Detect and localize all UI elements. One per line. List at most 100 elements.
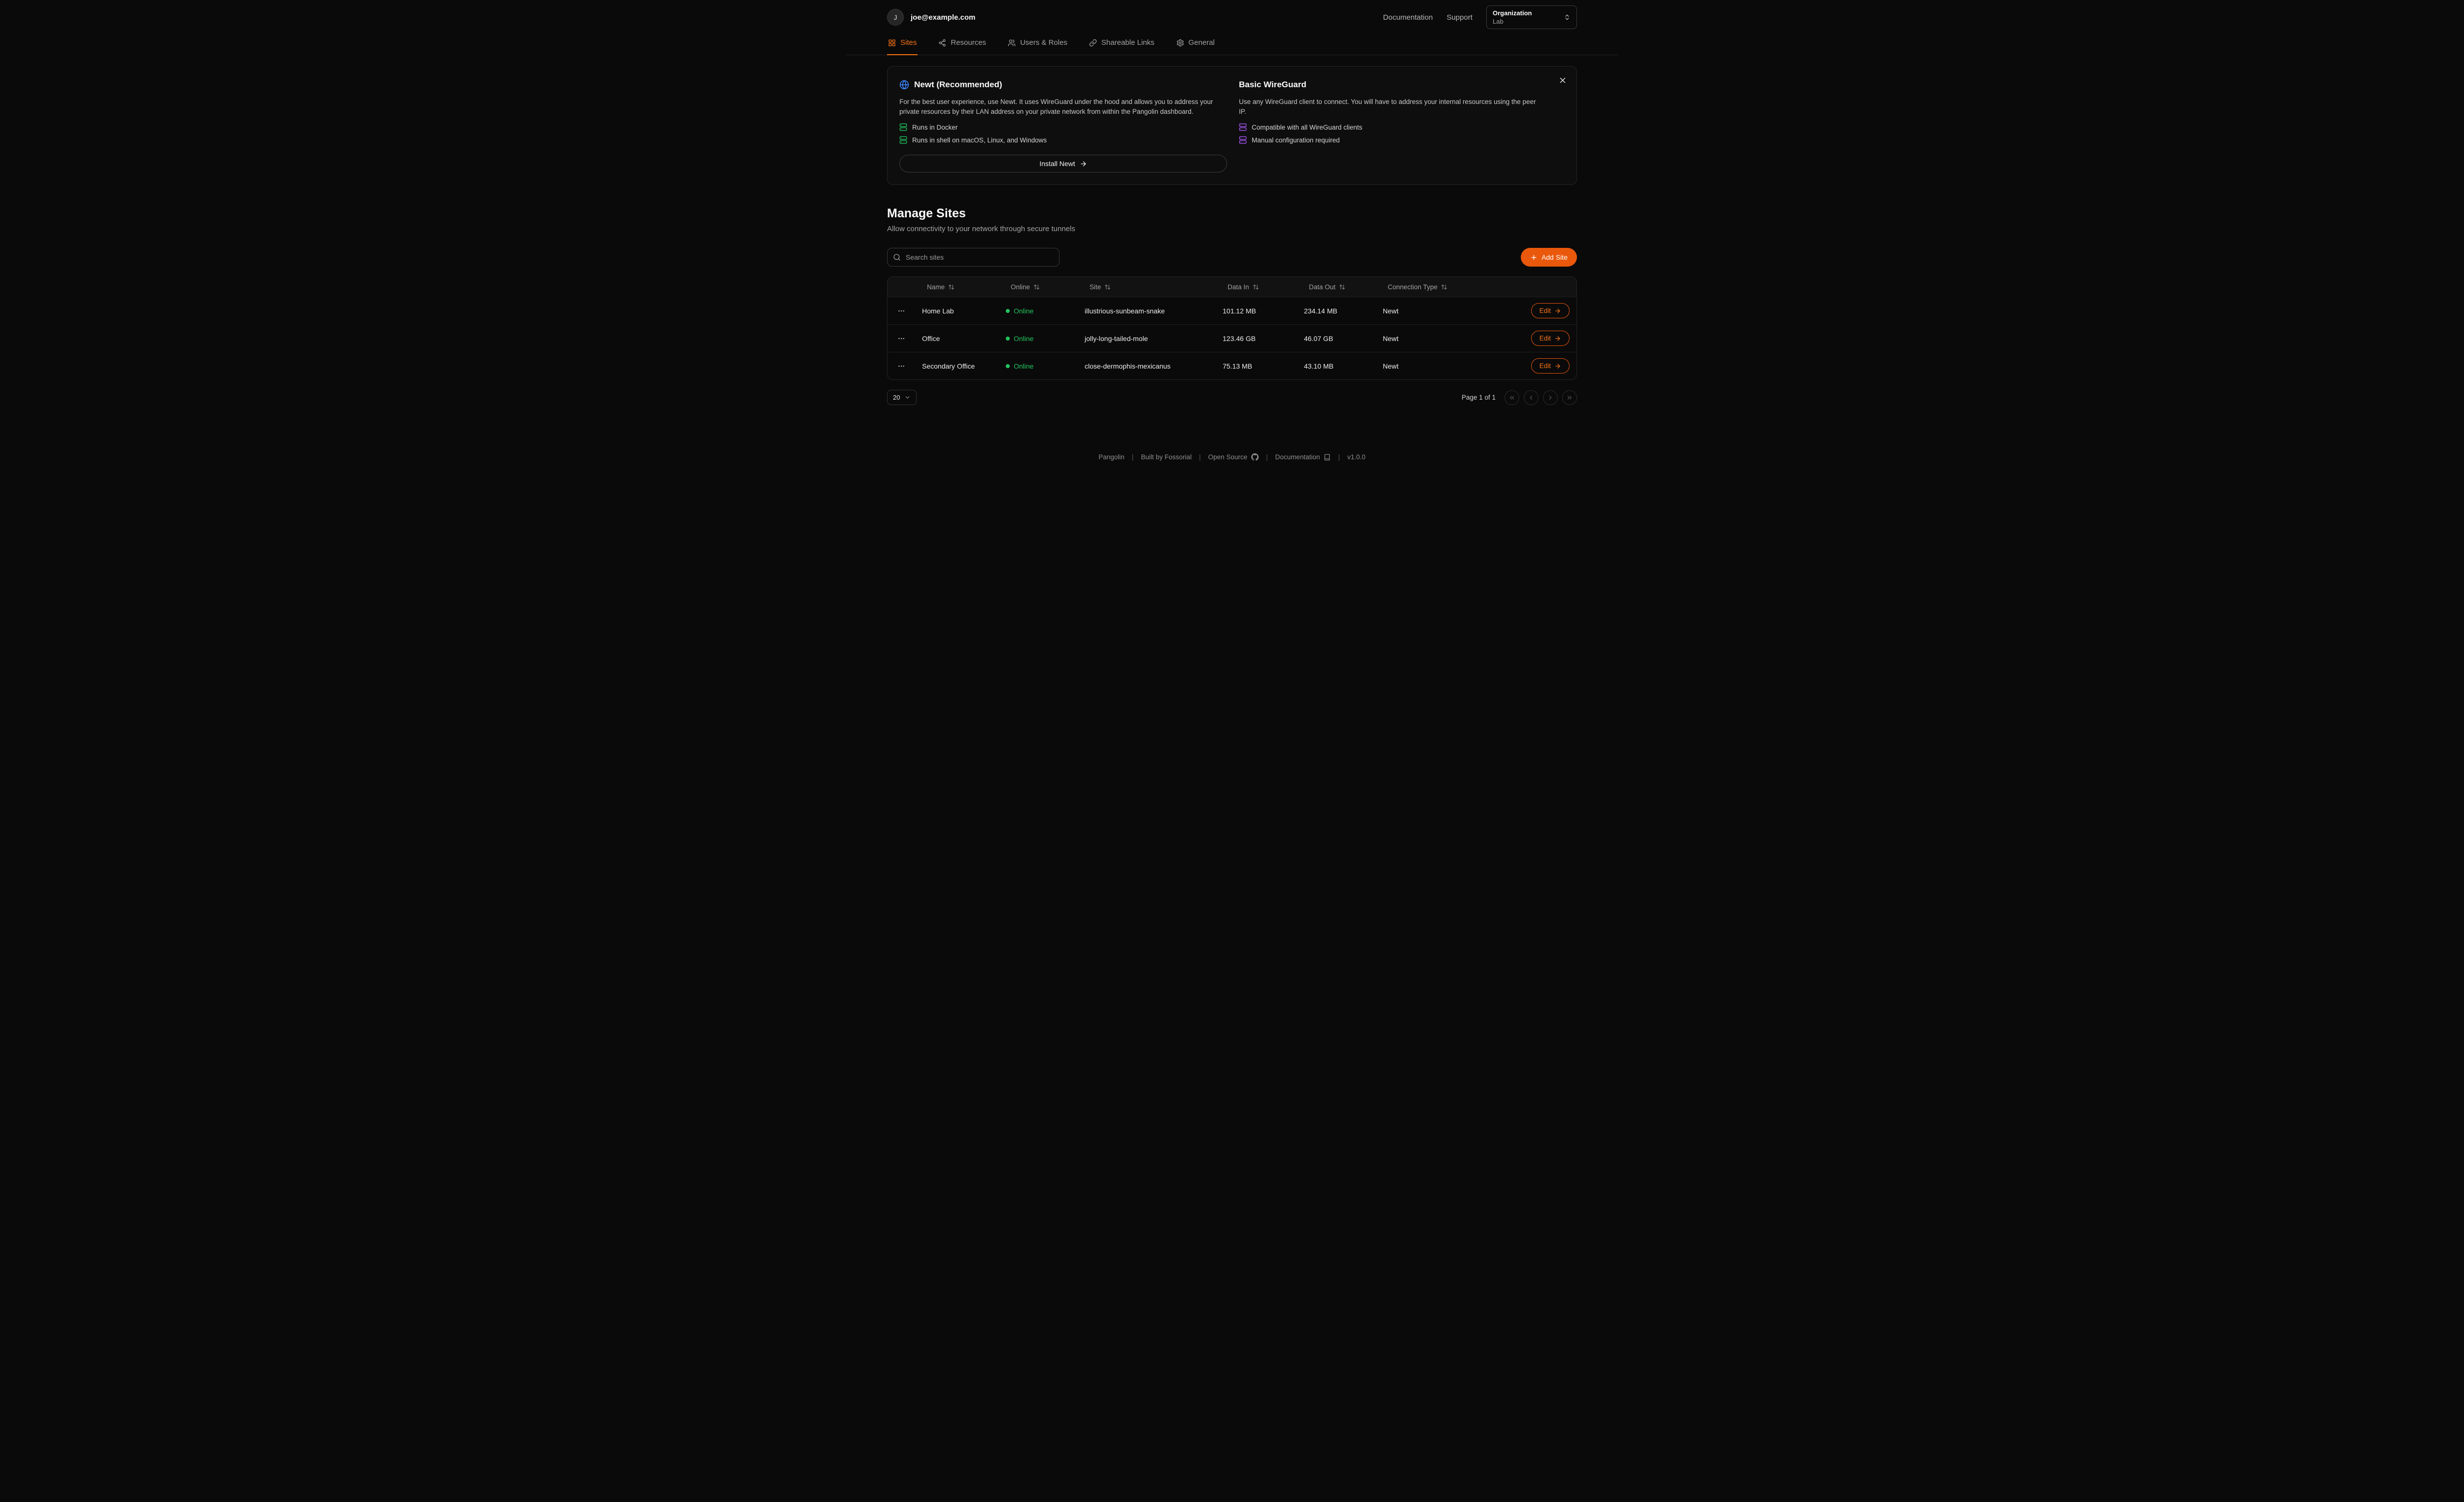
- feature-label: Runs in shell on macOS, Linux, and Windo…: [912, 136, 1047, 144]
- online-status: Online: [1006, 335, 1085, 342]
- tab-label: Sites: [900, 38, 917, 47]
- site-name: Office: [922, 334, 940, 342]
- prev-page-button[interactable]: [1524, 390, 1539, 405]
- share-nodes-icon: [939, 39, 946, 46]
- footer-separator: |: [1338, 453, 1340, 461]
- site-name: Home Lab: [922, 307, 954, 315]
- globe-icon: [899, 80, 909, 90]
- page-size-value: 20: [893, 394, 900, 402]
- data-out-value: 43.10 MB: [1304, 362, 1334, 370]
- online-label: Online: [1014, 334, 1034, 342]
- search-input[interactable]: [887, 248, 1060, 267]
- arrow-right-icon: [1555, 336, 1560, 341]
- online-label: Online: [1014, 362, 1034, 370]
- org-picker[interactable]: Organization Lab: [1486, 5, 1577, 29]
- footer-version: v1.0.0: [1347, 453, 1366, 461]
- newt-description: For the best user experience, use Newt. …: [899, 98, 1213, 115]
- site-slug: jolly-long-tailed-mole: [1085, 334, 1148, 342]
- wireguard-title: Basic WireGuard: [1239, 80, 1306, 89]
- chevron-left-icon: [1530, 395, 1533, 400]
- row-menu-button[interactable]: [894, 332, 908, 345]
- column-header-data-out[interactable]: Data Out: [1304, 283, 1383, 291]
- avatar[interactable]: J: [887, 9, 904, 26]
- chevron-right-icon: [1549, 395, 1552, 400]
- column-header-connection-type[interactable]: Connection Type: [1383, 283, 1515, 291]
- avatar-initial: J: [893, 13, 897, 21]
- org-picker-text: Organization Lab: [1493, 9, 1532, 25]
- online-dot-icon: [1006, 336, 1010, 341]
- online-dot-icon: [1006, 308, 1010, 313]
- sort-icon: [1105, 284, 1111, 289]
- site-name: Secondary Office: [922, 362, 975, 370]
- connection-type-value: Newt: [1383, 362, 1399, 370]
- install-newt-button[interactable]: Install Newt: [899, 155, 1227, 173]
- server-icon: [899, 136, 907, 144]
- edit-label: Edit: [1539, 307, 1551, 315]
- footer-open-source-link[interactable]: Open Source: [1208, 453, 1259, 461]
- pagination-bar: 20 Page 1 of 1: [887, 390, 1577, 406]
- feature-label: Runs in Docker: [912, 123, 958, 131]
- tab-resources[interactable]: Resources: [937, 34, 987, 55]
- connection-type-value: Newt: [1383, 307, 1399, 315]
- column-label: Site: [1090, 283, 1101, 291]
- chevron-down-icon: [906, 396, 910, 399]
- tab-general[interactable]: General: [1175, 34, 1216, 55]
- tab-label: General: [1188, 38, 1215, 47]
- online-label: Online: [1014, 307, 1034, 315]
- last-page-button[interactable]: [1562, 390, 1577, 405]
- column-header-online[interactable]: Online: [1006, 283, 1085, 291]
- tab-shareable-links[interactable]: Shareable Links: [1088, 34, 1156, 55]
- nav-support[interactable]: Support: [1446, 13, 1472, 22]
- wireguard-feature: Manual configuration required: [1239, 136, 1539, 144]
- data-out-value: 46.07 GB: [1304, 334, 1334, 342]
- sites-table: Name Online Site Data In Data Out Connec…: [887, 276, 1577, 380]
- wireguard-panel: Basic WireGuard Use any WireGuard client…: [1239, 78, 1565, 172]
- org-picker-label: Organization: [1493, 9, 1532, 17]
- server-icon: [1239, 123, 1247, 131]
- chevrons-up-down-icon: [1565, 14, 1569, 20]
- footer-documentation-link[interactable]: Documentation: [1275, 453, 1331, 461]
- install-newt-label: Install Newt: [1039, 160, 1075, 168]
- sort-icon: [1034, 284, 1039, 289]
- user-email: joe@example.com: [911, 13, 976, 22]
- tab-label: Resources: [951, 38, 987, 47]
- data-out-value: 234.14 MB: [1304, 307, 1337, 315]
- footer-documentation-label: Documentation: [1275, 453, 1320, 461]
- wireguard-description: Use any WireGuard client to connect. You…: [1239, 98, 1536, 115]
- tab-sites[interactable]: Sites: [887, 34, 918, 55]
- row-menu-button[interactable]: [894, 359, 908, 373]
- plus-icon: [1531, 255, 1537, 260]
- sort-icon: [1441, 284, 1447, 289]
- connection-methods-card: Newt (Recommended) For the best user exp…: [887, 66, 1577, 185]
- column-header-name[interactable]: Name: [922, 283, 1006, 291]
- tab-users-roles[interactable]: Users & Roles: [1007, 34, 1068, 55]
- edit-button[interactable]: Edit: [1531, 358, 1570, 374]
- add-site-button[interactable]: Add Site: [1521, 248, 1577, 267]
- row-menu-button[interactable]: [894, 304, 908, 318]
- next-page-button[interactable]: [1543, 390, 1558, 405]
- online-status: Online: [1006, 307, 1085, 315]
- sort-icon: [1339, 284, 1345, 289]
- column-header-site[interactable]: Site: [1085, 283, 1223, 291]
- grid-icon: [889, 39, 895, 46]
- page-title: Manage Sites: [887, 206, 966, 221]
- add-site-label: Add Site: [1541, 253, 1568, 262]
- column-label: Name: [927, 283, 945, 291]
- ellipsis-icon: [898, 338, 904, 339]
- edit-button[interactable]: Edit: [1531, 331, 1570, 346]
- server-icon: [899, 123, 907, 131]
- close-card-button[interactable]: [1556, 73, 1570, 87]
- ellipsis-icon: [898, 310, 904, 311]
- tab-label: Shareable Links: [1101, 38, 1155, 47]
- main-content: Newt (Recommended) For the best user exp…: [887, 66, 1577, 406]
- column-label: Connection Type: [1388, 283, 1438, 291]
- table-row: Home Lab Online illustrious-sunbeam-snak…: [888, 297, 1576, 324]
- online-dot-icon: [1006, 364, 1010, 368]
- nav-documentation[interactable]: Documentation: [1383, 13, 1433, 22]
- table-row: Office Online jolly-long-tailed-mole 123…: [888, 324, 1576, 352]
- column-header-data-in[interactable]: Data In: [1223, 283, 1304, 291]
- edit-button[interactable]: Edit: [1531, 303, 1570, 319]
- app-header: J joe@example.com Documentation Support …: [846, 0, 1618, 34]
- page-size-select[interactable]: 20: [887, 390, 917, 406]
- first-page-button[interactable]: [1505, 390, 1519, 405]
